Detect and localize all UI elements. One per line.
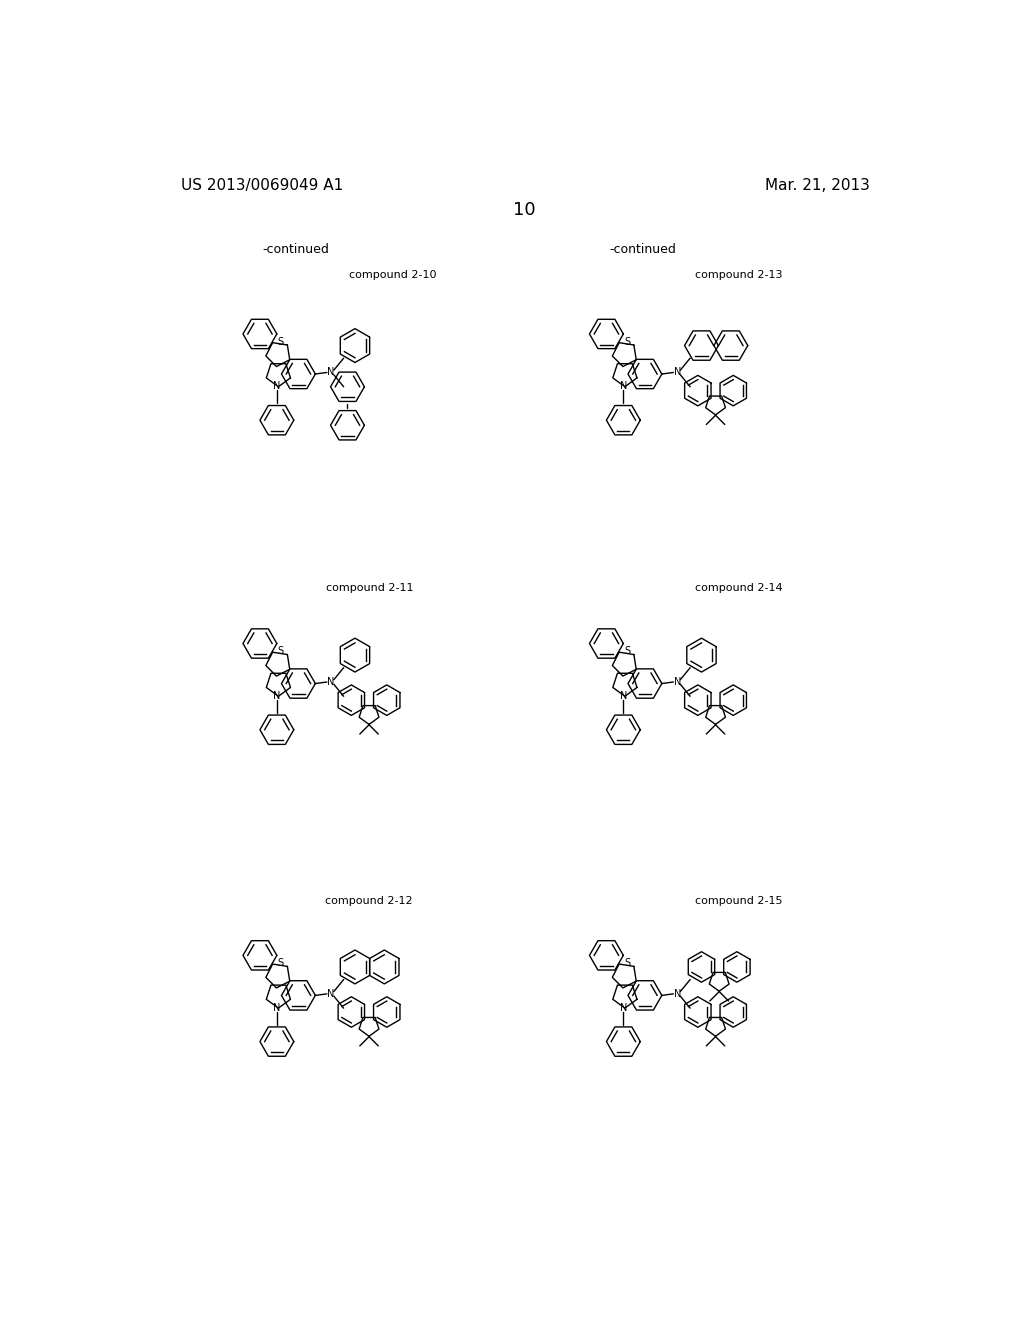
Text: S: S bbox=[625, 958, 631, 968]
Text: S: S bbox=[278, 958, 284, 968]
Text: N: N bbox=[327, 989, 335, 999]
Text: S: S bbox=[278, 647, 284, 656]
Text: N: N bbox=[620, 381, 627, 391]
Text: N: N bbox=[327, 367, 335, 378]
Text: compound 2-13: compound 2-13 bbox=[695, 271, 782, 280]
Text: N: N bbox=[273, 1003, 281, 1012]
Text: N: N bbox=[620, 690, 627, 701]
Text: compound 2-12: compound 2-12 bbox=[326, 896, 413, 907]
Text: S: S bbox=[625, 337, 631, 347]
Text: N: N bbox=[674, 677, 681, 686]
Text: N: N bbox=[674, 989, 681, 999]
Text: N: N bbox=[620, 1003, 627, 1012]
Text: compound 2-10: compound 2-10 bbox=[348, 271, 436, 280]
Text: N: N bbox=[273, 381, 281, 391]
Text: compound 2-14: compound 2-14 bbox=[695, 583, 782, 593]
Text: US 2013/0069049 A1: US 2013/0069049 A1 bbox=[180, 178, 343, 193]
Text: S: S bbox=[278, 337, 284, 347]
Text: -continued: -continued bbox=[609, 243, 676, 256]
Text: N: N bbox=[273, 690, 281, 701]
Text: compound 2-11: compound 2-11 bbox=[326, 583, 413, 593]
Text: S: S bbox=[625, 647, 631, 656]
Text: N: N bbox=[327, 677, 335, 686]
Text: 10: 10 bbox=[513, 201, 537, 219]
Text: compound 2-15: compound 2-15 bbox=[695, 896, 782, 907]
Text: -continued: -continued bbox=[263, 243, 330, 256]
Text: N: N bbox=[674, 367, 681, 378]
Text: Mar. 21, 2013: Mar. 21, 2013 bbox=[765, 178, 869, 193]
